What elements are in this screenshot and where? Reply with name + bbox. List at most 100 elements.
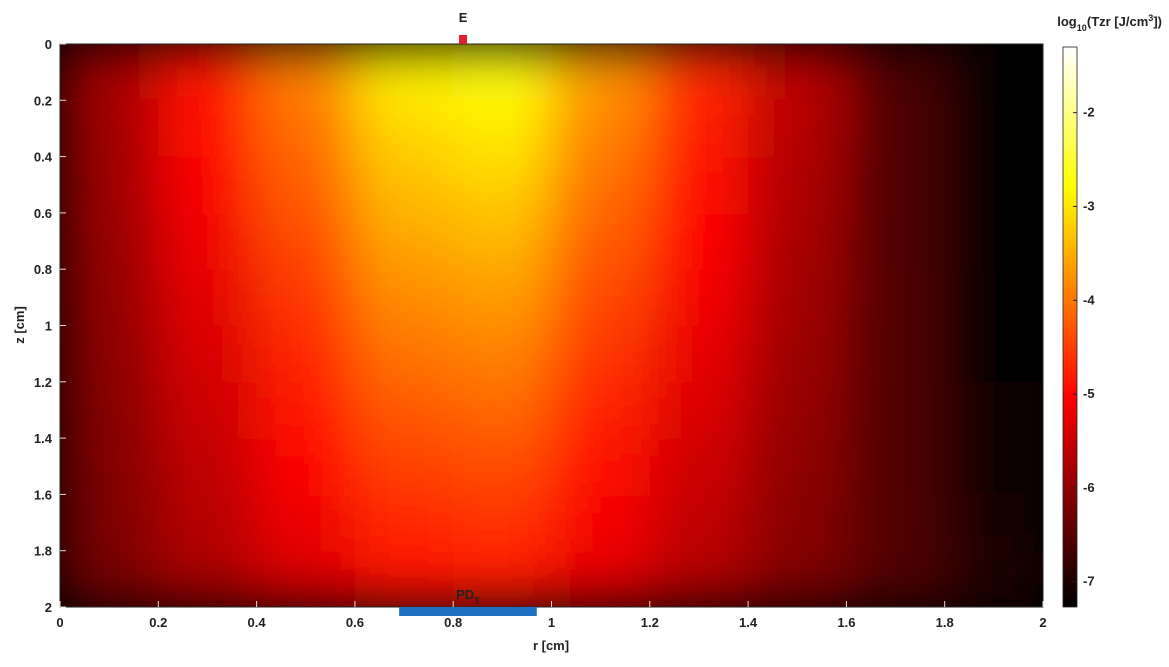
heat-cell xyxy=(846,438,946,495)
heat-cell xyxy=(354,156,454,214)
heat-cell xyxy=(60,44,159,101)
y-tick-label: 0 xyxy=(45,37,52,52)
detector-label-part: T xyxy=(474,596,480,606)
heat-cell xyxy=(649,494,749,552)
heat-cell xyxy=(158,550,258,607)
heat-cell xyxy=(354,44,454,101)
colorbar-label-part: 3 xyxy=(1148,13,1153,23)
heat-cell xyxy=(453,156,552,214)
x-tick-label: 1.8 xyxy=(936,615,954,630)
heat-cell xyxy=(649,550,749,607)
y-tick-label: 1 xyxy=(45,319,52,334)
source-marker xyxy=(459,35,468,44)
heat-cell xyxy=(649,438,749,495)
colorbar-tick-label: -7 xyxy=(1083,574,1095,589)
colorbar-label-part: ]) xyxy=(1153,14,1162,29)
heat-cell xyxy=(354,438,454,495)
heat-cell xyxy=(649,100,749,158)
heat-cell xyxy=(60,156,159,214)
heat-cell xyxy=(551,325,651,383)
heat-cell xyxy=(354,269,454,326)
heat-cell xyxy=(453,381,552,439)
y-tick-label: 1.4 xyxy=(34,431,53,446)
x-tick-label: 2 xyxy=(1039,615,1046,630)
heat-cell xyxy=(551,212,651,270)
x-tick-label: 1.4 xyxy=(739,615,758,630)
source-label: E xyxy=(459,10,468,25)
heat-cell xyxy=(158,438,258,495)
heat-cell xyxy=(551,269,651,326)
heat-cell xyxy=(60,438,159,495)
colorbar-label-part: log xyxy=(1057,14,1077,29)
heat-cell xyxy=(256,156,356,214)
heatmap xyxy=(60,44,1043,607)
heat-cell xyxy=(846,381,946,439)
heat-cell xyxy=(551,156,651,214)
heat-cell xyxy=(748,156,847,214)
y-tick-label: 0.4 xyxy=(34,150,53,165)
heat-cell xyxy=(846,44,946,101)
detector-label: PDT xyxy=(456,587,480,606)
y-tick-label: 1.2 xyxy=(34,375,52,390)
detector-label-part: PD xyxy=(456,587,474,602)
heat-cell xyxy=(649,381,749,439)
heat-cell xyxy=(846,494,946,552)
heat-cell xyxy=(453,44,552,101)
colorbar-tick-label: -4 xyxy=(1083,292,1095,307)
heatmap-clip xyxy=(60,44,1043,607)
heat-cell xyxy=(846,156,946,214)
heat-cell xyxy=(256,550,356,607)
heat-cell xyxy=(748,212,847,270)
x-tick-label: 0 xyxy=(56,615,63,630)
y-axis-label: z [cm] xyxy=(12,306,27,344)
heat-cell xyxy=(748,381,847,439)
heat-cell xyxy=(354,494,454,552)
colorbar-label-part: 10 xyxy=(1077,23,1087,33)
heat-cell xyxy=(748,269,847,326)
heat-cell xyxy=(453,550,552,607)
source-label-part: E xyxy=(459,10,468,25)
heat-cell xyxy=(158,381,258,439)
heat-cell xyxy=(60,269,159,326)
heat-cell xyxy=(944,269,1043,326)
heat-cell xyxy=(60,100,159,158)
x-tick-label: 0.2 xyxy=(149,615,167,630)
heat-cell xyxy=(748,44,847,101)
heat-cell xyxy=(944,494,1043,552)
heat-cell xyxy=(158,494,258,552)
heat-cell xyxy=(256,325,356,383)
heat-cell xyxy=(944,44,1043,101)
heat-cell xyxy=(551,494,651,552)
colorbar-tick-label: -6 xyxy=(1083,480,1095,495)
y-tick-label: 2 xyxy=(45,600,52,615)
heat-cell xyxy=(60,381,159,439)
heat-cell xyxy=(158,325,258,383)
heat-cell xyxy=(846,550,946,607)
x-tick-label: 0.6 xyxy=(346,615,364,630)
y-tick-label: 0.6 xyxy=(34,206,52,221)
colorbar-tick-label: -3 xyxy=(1083,198,1095,213)
heat-cell xyxy=(846,269,946,326)
heat-cell xyxy=(354,381,454,439)
heat-cell xyxy=(256,269,356,326)
heat-cell xyxy=(649,269,749,326)
heat-cell xyxy=(158,100,258,158)
heat-cell xyxy=(748,100,847,158)
colorbar xyxy=(1062,46,1078,608)
heat-cell xyxy=(354,325,454,383)
heat-cell xyxy=(846,212,946,270)
heat-cell xyxy=(354,100,454,158)
detector-marker xyxy=(399,607,537,616)
heat-cell xyxy=(551,100,651,158)
heat-cell xyxy=(60,212,159,270)
heat-cell xyxy=(453,212,552,270)
colorbar-tick-label: -5 xyxy=(1083,386,1095,401)
heat-cell xyxy=(944,325,1043,383)
heat-cell xyxy=(846,100,946,158)
heat-cell xyxy=(944,212,1043,270)
heat-cell xyxy=(256,381,356,439)
heat-cell xyxy=(60,325,159,383)
y-tick-label: 1.8 xyxy=(34,544,52,559)
heat-cell xyxy=(158,156,258,214)
x-tick-label: 1.6 xyxy=(837,615,855,630)
